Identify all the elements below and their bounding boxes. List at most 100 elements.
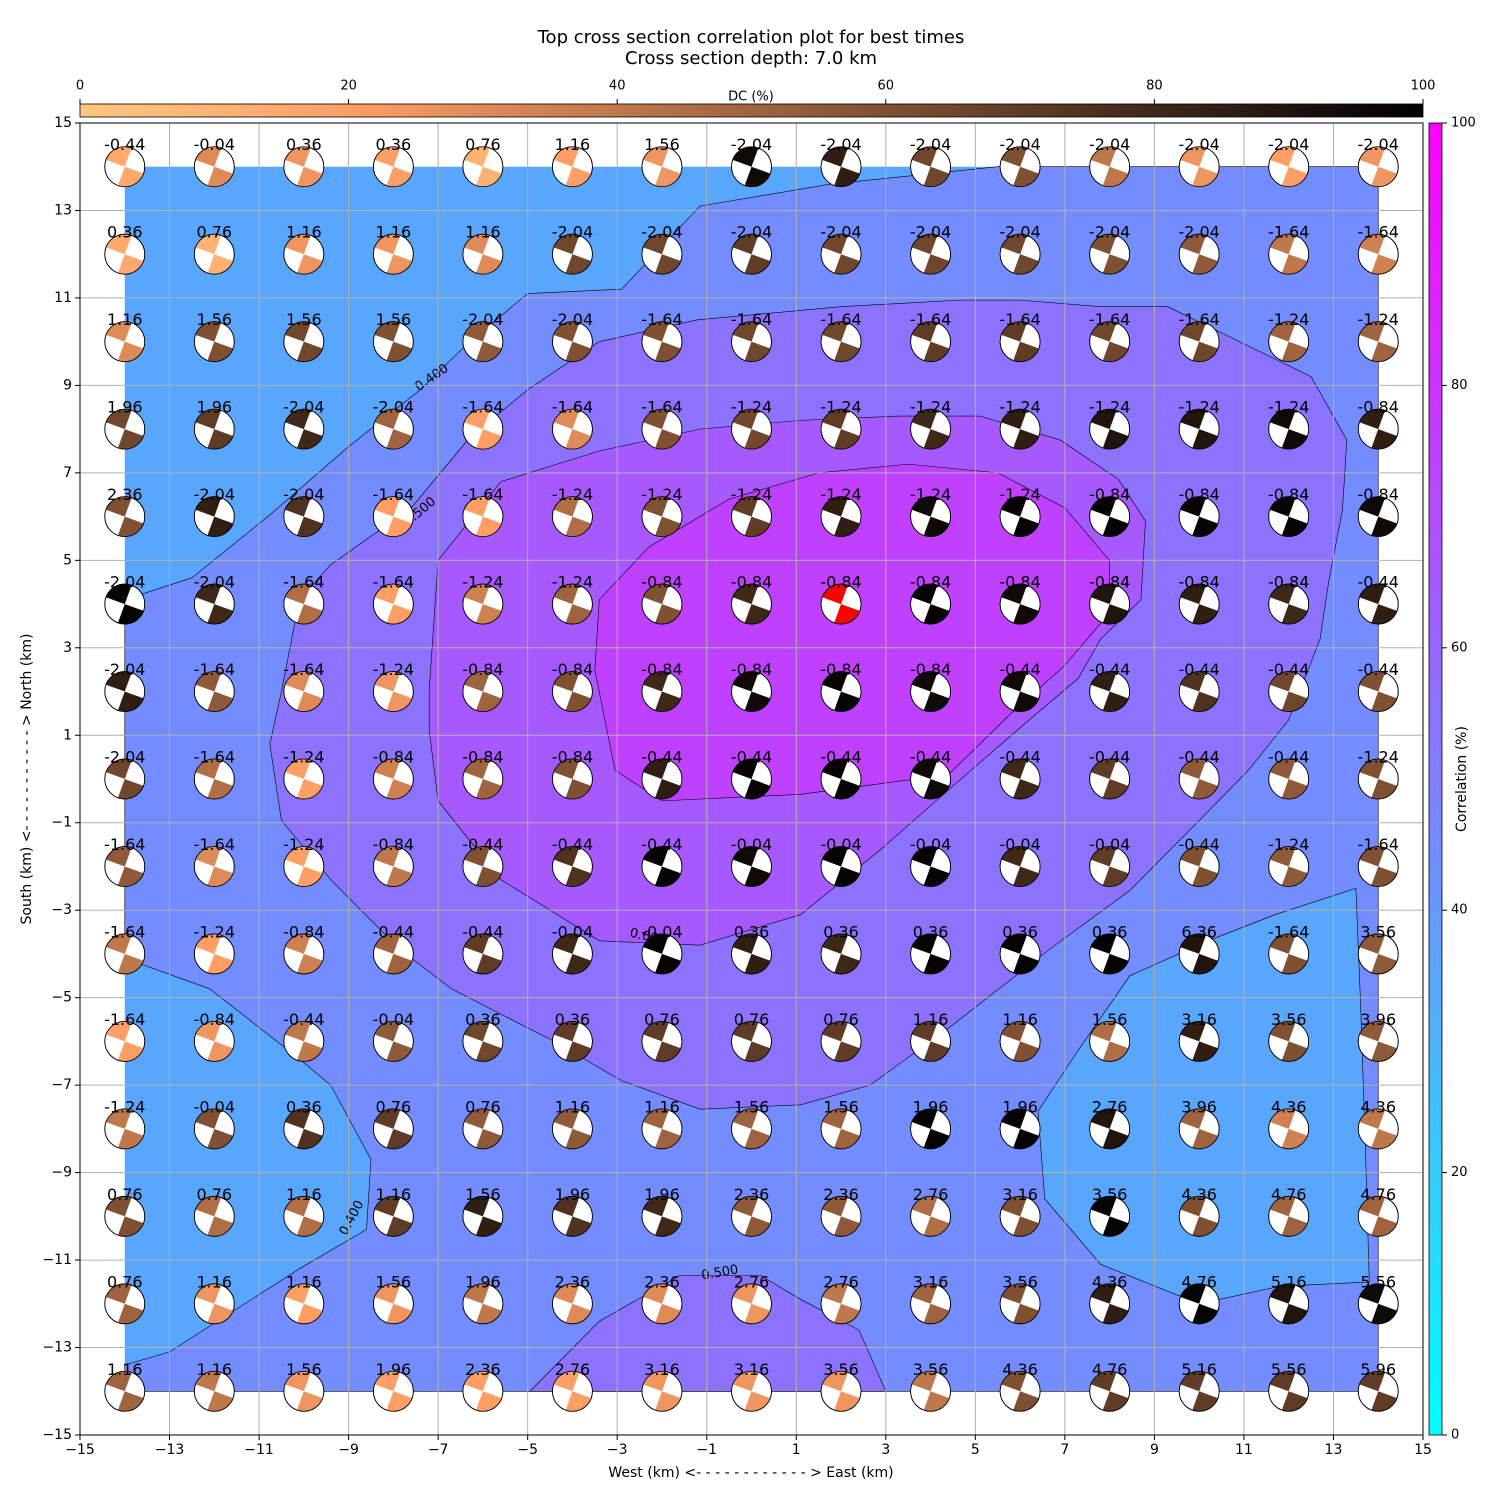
beachball-compression [117,166,144,187]
beachball-rim [104,933,146,975]
beachball-compression [1192,779,1218,799]
beachball-rim [372,1108,414,1150]
beachball-compression [386,1041,413,1062]
beachball-compression [1180,1196,1207,1217]
beachball-compression [117,1391,144,1412]
beachball-compression [1371,604,1398,625]
time-label: -2.04 [1358,135,1399,154]
beachball [552,1370,593,1412]
beachball-compression [464,933,490,954]
beachball-rim [731,321,772,363]
beachball-rim [552,758,593,800]
beachball-compression [1013,1128,1039,1149]
beachball-rim [1178,1108,1220,1150]
time-label: -0.44 [1358,660,1399,679]
beachball-compression [207,1128,234,1149]
time-label: -1.64 [910,310,951,329]
beachball [1178,933,1220,975]
beachball-rim [552,233,593,275]
beachball-compression [386,866,413,887]
time-label: 2.36 [107,485,143,504]
time-label: -0.84 [1178,573,1219,592]
plot-frame [79,122,1424,1436]
beachball-rim [552,1283,593,1325]
time-label: -0.84 [641,660,682,679]
beachball-compression [655,254,681,275]
beachball-compression [732,321,759,342]
beachball [104,496,146,537]
beachball [1268,1021,1310,1062]
beachball [1268,408,1310,450]
beachball [1089,1108,1131,1150]
beachball-compression [1371,341,1398,362]
beachball [641,1283,683,1325]
beachball-compression [643,584,669,605]
beachball-compression [386,166,413,187]
time-label: 4.76 [1092,1360,1128,1379]
time-label: 3.16 [734,1360,770,1379]
beachball-rim [820,408,862,450]
beachball-compression [1192,953,1218,974]
beachball-compression [105,1196,132,1217]
time-label: -1.64 [373,573,414,592]
beachball-rim [193,1021,235,1062]
beachball-rim [372,321,414,363]
beachball [910,583,951,625]
beachball-compression [923,779,950,799]
x-tick-label: 3 [881,1442,890,1458]
beachball-rim [820,1195,862,1237]
beachball-compression [105,321,132,342]
beachball-rim [1089,408,1131,450]
beachball-compression [1281,953,1308,974]
beachball-compression [476,341,502,362]
beachball-compression [911,846,938,867]
corr-colorbar-tick-label: 100 [1451,116,1476,131]
beachball-rim [731,1370,772,1412]
beachball [552,1283,593,1325]
beachball-compression [1013,866,1039,887]
beachball-rim [1357,233,1399,275]
beachball [1268,1108,1310,1150]
beachball [820,233,862,275]
time-label: -1.64 [1358,223,1399,242]
beachball-rim [999,846,1041,887]
beachball-compression [1269,1196,1296,1217]
beachball-compression [1180,409,1207,430]
time-label: 1.16 [107,310,143,329]
dc-colorbar-tick-label: 20 [340,79,357,94]
x-tick-label: −1 [696,1442,717,1458]
time-label: -0.84 [194,1010,235,1029]
beachball-rim [999,671,1041,712]
beachball-compression [296,166,323,187]
beachball-compression [195,409,222,430]
time-label: 5.56 [1271,1360,1307,1379]
beachball-compression [834,866,860,887]
time-label: 0.76 [465,1097,501,1116]
beachball [104,846,146,887]
beachball-compression [553,496,580,517]
beachball-compression [476,1128,502,1149]
time-label: 1.56 [286,310,322,329]
beachball-compression [1359,496,1386,517]
beachball-compression [1359,1371,1386,1392]
beachball-rim [372,1370,414,1412]
beachball-compression [464,321,490,342]
beachball-compression [1371,1128,1398,1149]
beachball-rim [820,321,862,363]
beachball [462,146,504,188]
beachball-compression [822,146,848,167]
beachball-rim [552,1370,593,1412]
beachball-compression [1180,234,1207,255]
beachball [999,496,1041,537]
beachball-rim [193,496,235,537]
beachball-rim [641,671,683,712]
beachball-compression [1269,846,1296,867]
beachball-compression [1013,429,1039,450]
beachball [1178,496,1220,537]
beachball-rim [641,1021,683,1062]
beachball-compression [553,1283,580,1304]
time-label: -1.24 [820,398,861,417]
time-label: 3.96 [1360,1010,1396,1029]
beachball-compression [1192,341,1218,362]
time-label: -0.44 [462,835,503,854]
